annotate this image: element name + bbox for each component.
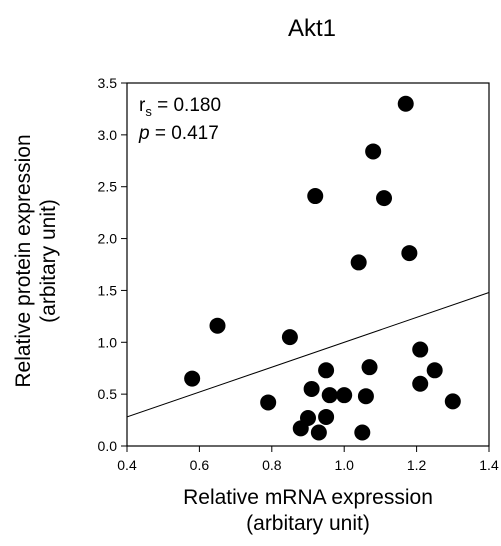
plot-area: 0.0 0.5 1.0 1.5 2.0 2.5 3.0 3.5 0.4 0.6 0.8 1.0 1.2… (98, 75, 499, 473)
y-tick-label: 3.0 (98, 127, 118, 143)
data-point (310, 424, 327, 441)
y-tick-label: 2.0 (98, 231, 118, 247)
data-points (184, 95, 461, 441)
data-point (318, 408, 335, 425)
data-point (361, 359, 378, 376)
y-axis-title-line1: Relative protein expression (12, 134, 35, 387)
y-tick-label: 0.0 (98, 438, 118, 454)
x-tick-label: 1.4 (479, 457, 499, 473)
rs-value: = 0.180 (152, 95, 221, 116)
data-point (354, 424, 371, 441)
x-axis: 0.4 0.6 0.8 1.0 1.2 1.4 (117, 446, 499, 473)
data-point (412, 375, 429, 392)
data-point (376, 190, 393, 207)
y-axis-title-line2: (arbitary unit) (37, 199, 60, 323)
data-point (303, 380, 320, 397)
y-axis: 0.0 0.5 1.0 1.5 2.0 2.5 3.0 3.5 (98, 75, 127, 454)
data-point (321, 387, 338, 404)
x-tick-label: 0.6 (190, 457, 210, 473)
chart-title: Akt1 (288, 15, 336, 42)
p-value-annotation: p = 0.417 (138, 123, 219, 144)
regression-line (126, 292, 490, 418)
data-point (426, 362, 443, 379)
y-tick-label: 2.5 (98, 179, 118, 195)
data-point (209, 317, 226, 334)
data-point (307, 188, 324, 205)
data-point (357, 388, 374, 405)
y-tick-label: 3.5 (98, 75, 118, 91)
data-point (300, 409, 316, 426)
x-tick-label: 1.2 (407, 457, 427, 473)
data-point (318, 362, 335, 379)
x-axis-title-line1: Relative mRNA expression (183, 486, 433, 509)
data-point (184, 370, 201, 387)
x-tick-label: 1.0 (334, 457, 354, 473)
y-tick-label: 1.0 (98, 334, 118, 350)
plot-frame (126, 82, 490, 447)
data-point (365, 143, 382, 160)
data-point (397, 95, 414, 112)
x-tick-label: 0.4 (117, 457, 137, 473)
y-tick-label: 1.5 (98, 282, 118, 298)
rs-subscript: s (145, 104, 152, 119)
data-point (336, 387, 353, 404)
data-point (350, 254, 367, 271)
x-tick-label: 0.8 (262, 457, 282, 473)
p-symbol: p (138, 123, 150, 144)
data-point (281, 329, 298, 346)
spearman-r-annotation: rs = 0.180 (139, 95, 221, 119)
p-value: = 0.417 (150, 123, 219, 144)
data-point (412, 341, 429, 358)
x-axis-title-line2: (arbitary unit) (246, 512, 370, 535)
data-point (260, 394, 277, 411)
rs-symbol: r (139, 95, 146, 116)
y-tick-label: 0.5 (98, 386, 118, 402)
data-point (444, 393, 461, 410)
data-point (401, 245, 418, 262)
